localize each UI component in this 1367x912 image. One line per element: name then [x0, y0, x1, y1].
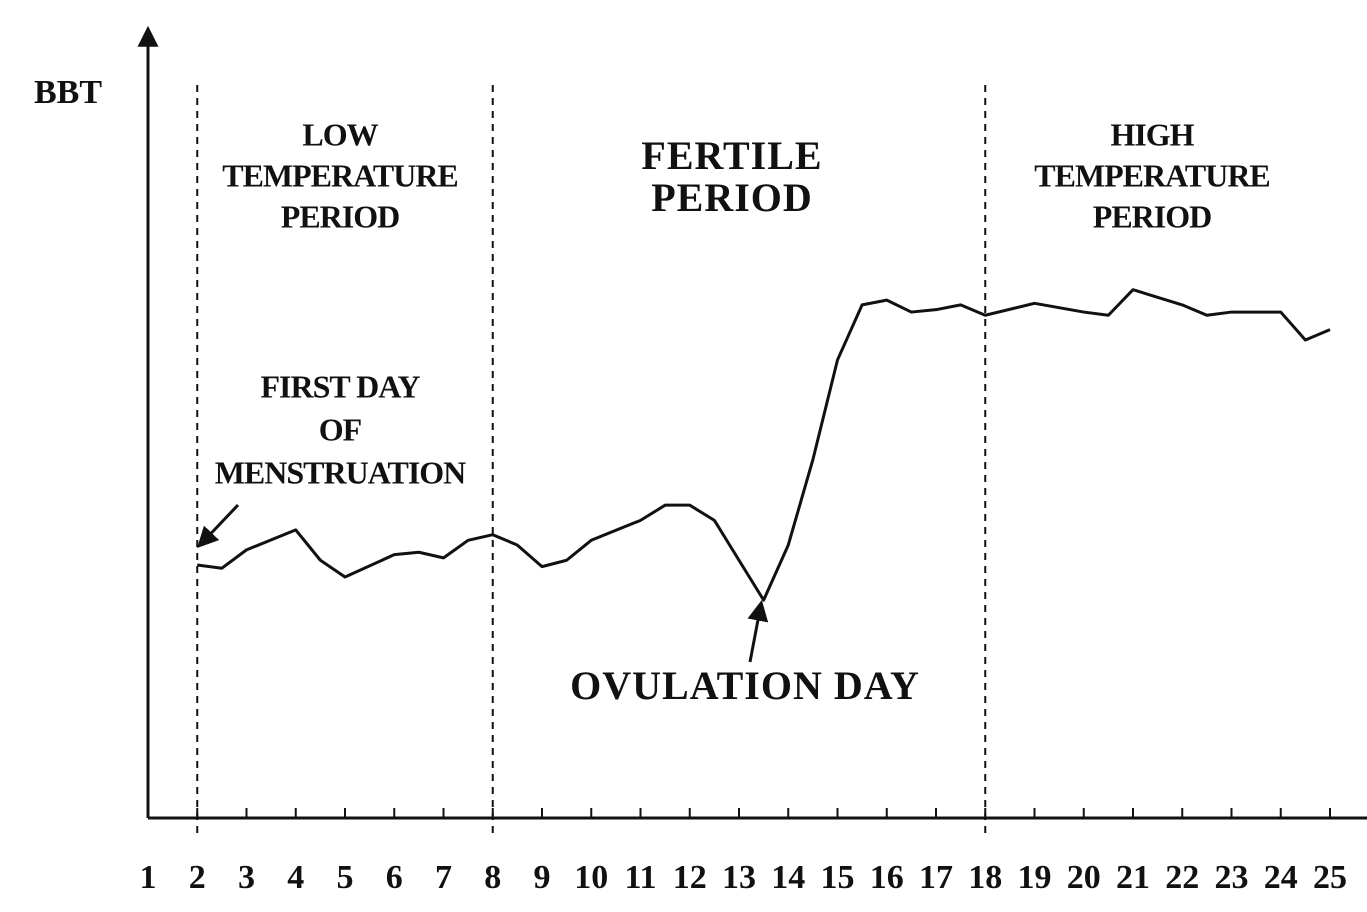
annotation: HIGH	[1110, 116, 1194, 152]
x-tick-label: 11	[624, 859, 656, 896]
x-tick-label: 19	[1018, 859, 1052, 896]
annotation: FIRST DAY	[260, 368, 420, 404]
arrow	[747, 599, 769, 663]
x-tick-label: 25	[1313, 859, 1347, 896]
x-tick-label: 15	[821, 859, 855, 896]
annotation: PERIOD	[1093, 198, 1211, 234]
x-tick-label: 1	[140, 859, 157, 896]
x-tick-label: 8	[484, 859, 501, 896]
annotation: OVULATION DAY	[570, 663, 920, 708]
x-tick-label: 23	[1215, 859, 1249, 896]
arrow	[197, 503, 240, 549]
x-tick-label: 9	[534, 859, 551, 896]
x-tick-label: 13	[722, 859, 756, 896]
annotation: LOW	[302, 116, 378, 152]
x-tick-label: 20	[1067, 859, 1101, 896]
annotation: PERIOD	[281, 198, 399, 234]
bbt-line	[197, 288, 1331, 602]
annotation: TEMPERATURE	[1034, 157, 1270, 193]
x-tick-label: 16	[870, 859, 904, 896]
annotation: TEMPERATURE	[222, 157, 458, 193]
x-tick-label: 22	[1165, 859, 1199, 896]
annotation: MENSTRUATION	[215, 454, 466, 490]
x-tick-label: 17	[919, 859, 953, 896]
annotation: FERTILE	[641, 133, 822, 178]
x-tick-label: 3	[238, 859, 255, 896]
y-axis-label: BBT	[34, 74, 102, 111]
x-tick-label: 10	[574, 859, 608, 896]
x-tick-label: 2	[189, 859, 206, 896]
x-tick-label: 18	[968, 859, 1002, 896]
x-tick-label: 4	[287, 859, 304, 896]
x-tick-label: 14	[771, 859, 805, 896]
x-tick-label: 12	[673, 859, 707, 896]
x-tick-label: 7	[435, 859, 452, 896]
x-tick-label: 5	[337, 859, 354, 896]
x-tick-label: 6	[386, 859, 403, 896]
x-tick-label: 21	[1116, 859, 1150, 896]
x-tick-label: 24	[1264, 859, 1298, 896]
annotation: PERIOD	[651, 175, 813, 220]
annotation: OF	[319, 411, 362, 447]
